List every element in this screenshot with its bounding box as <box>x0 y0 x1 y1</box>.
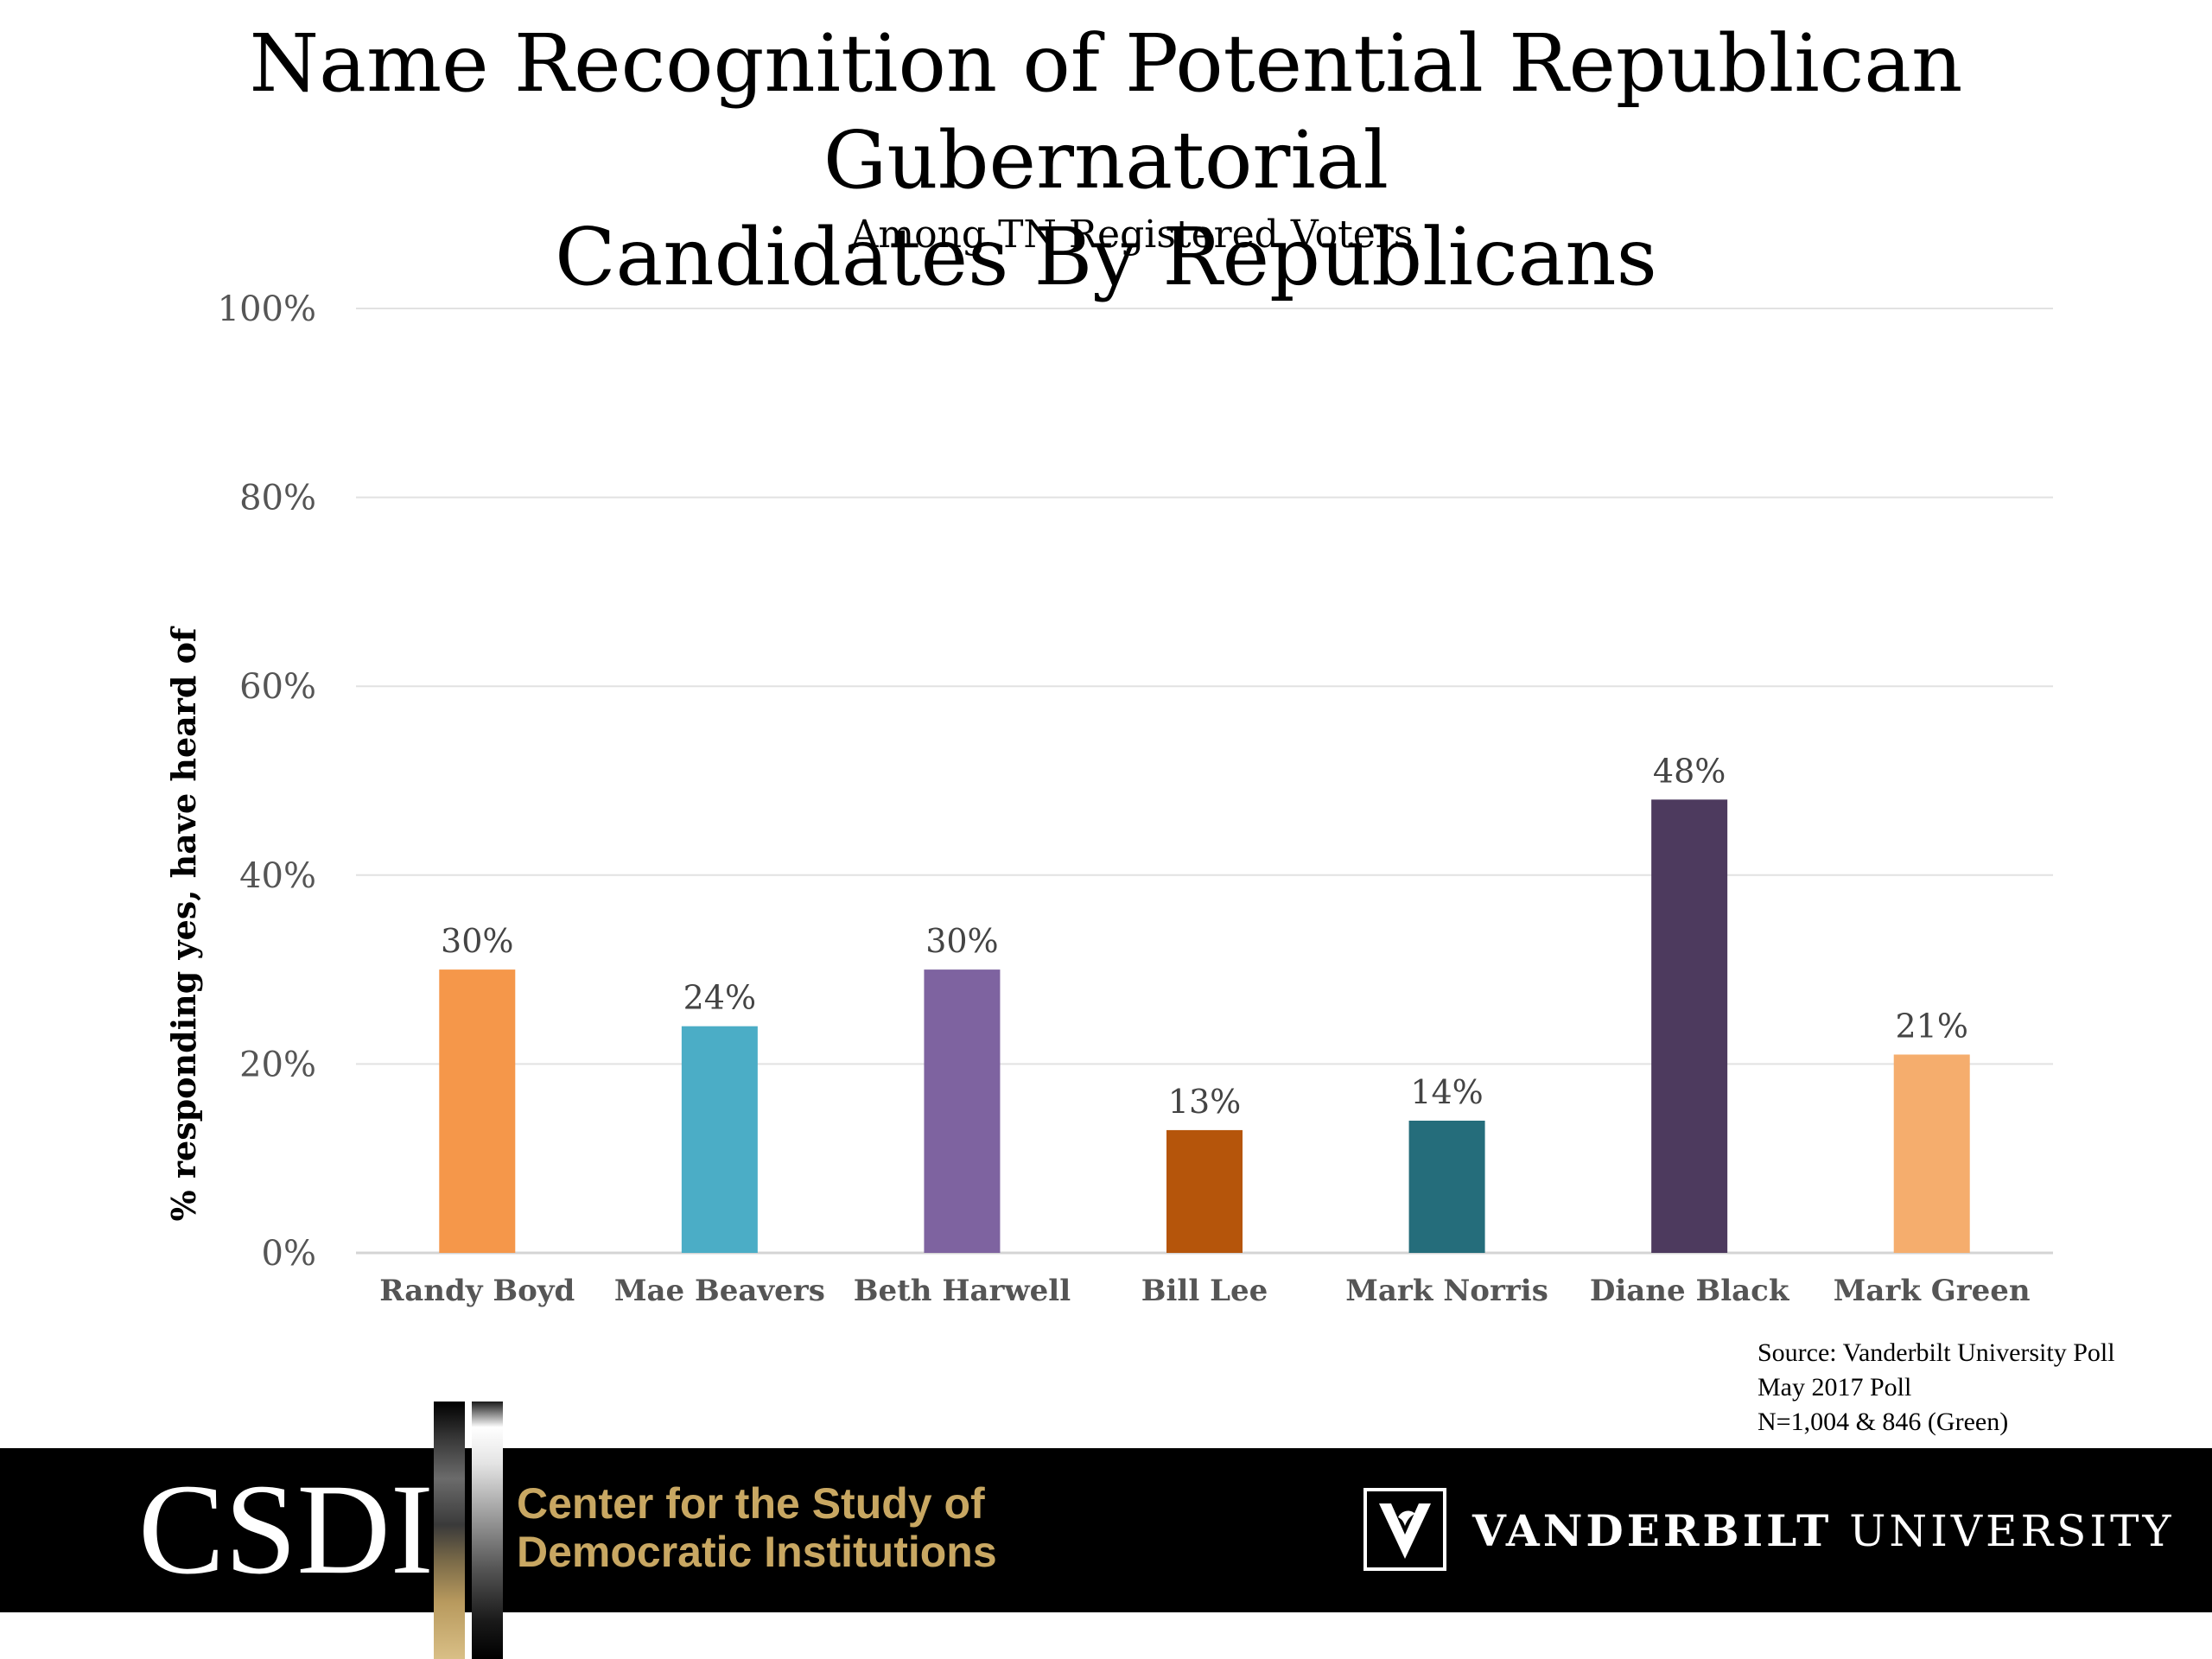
x-tick-label: Diane Black <box>1590 1274 1790 1308</box>
y-axis-ticks: 0% 20% 40% 60% 80% 100% <box>218 289 316 1274</box>
bar <box>681 1026 758 1253</box>
chart-title: Name Recognition of Potential Republican… <box>0 16 2212 306</box>
x-tick-label: Mae Beavers <box>614 1274 825 1308</box>
center-name-line1: Center for the Study of <box>517 1479 985 1528</box>
x-tick-label: Mark Green <box>1834 1274 2031 1308</box>
bar <box>439 969 516 1253</box>
logo-stripe-silver <box>472 1402 503 1659</box>
x-tick-label: Beth Harwell <box>854 1274 1071 1308</box>
vanderbilt-shield-icon <box>1363 1488 1446 1571</box>
data-label: 14% <box>1410 1073 1483 1111</box>
center-name: Center for the Study of Democratic Insti… <box>517 1479 997 1576</box>
data-label: 30% <box>925 922 998 960</box>
data-label: 30% <box>441 922 513 960</box>
y-tick-label: 60% <box>239 667 316 707</box>
chart-title-line2: Candidates By Republicans <box>555 211 1657 303</box>
oak-v-icon <box>1379 1503 1431 1559</box>
bar <box>1651 799 1728 1253</box>
x-axis-ticks: Randy Boyd Mae Beavers Beth Harwell Bill Le… <box>379 1274 2030 1308</box>
y-axis-label: % responding yes, have heard of <box>164 626 203 1221</box>
data-label: 48% <box>1653 752 1726 790</box>
vanderbilt-wordmark-light: UNIVERSITY <box>1832 1506 2175 1556</box>
chart-subtitle: Among TN Registered Voters <box>850 213 1414 257</box>
y-tick-label: 100% <box>218 289 316 329</box>
poll-date-line: May 2017 Poll <box>1758 1373 1912 1402</box>
logo-stripe-gold <box>434 1402 465 1659</box>
bar <box>1166 1129 1243 1253</box>
bar-chart: 0% 20% 40% 60% 80% 100% 30% 24% 30% 13% 14% 48% 21%… <box>164 289 2053 1308</box>
csdi-logo: CSDI <box>138 1458 434 1601</box>
y-tick-label: 40% <box>239 856 316 896</box>
bars <box>439 799 1970 1253</box>
footer-bar <box>0 1448 2212 1612</box>
source-line: Source: Vanderbilt University Poll <box>1758 1338 2115 1367</box>
data-label: 13% <box>1168 1083 1241 1121</box>
x-tick-label: Randy Boyd <box>379 1274 575 1308</box>
x-tick-label: Bill Lee <box>1141 1274 1268 1308</box>
y-tick-label: 20% <box>239 1045 316 1084</box>
sample-size-line: N=1,004 & 846 (Green) <box>1758 1408 2009 1436</box>
bar <box>924 969 1001 1253</box>
y-tick-label: 80% <box>239 479 316 518</box>
data-label: 21% <box>1895 1007 1967 1045</box>
data-label: 24% <box>683 979 756 1017</box>
vanderbilt-wordmark: VANDERBILT UNIVERSITY <box>1472 1505 2175 1556</box>
bar <box>1408 1120 1485 1253</box>
center-name-line2: Democratic Institutions <box>517 1528 997 1576</box>
bar <box>1893 1054 1970 1253</box>
y-tick-label: 0% <box>262 1234 316 1274</box>
chart-title-line1: Name Recognition of Potential Republican… <box>249 17 1963 207</box>
vanderbilt-wordmark-bold: VANDERBILT <box>1472 1505 1833 1556</box>
value-labels: 30% 24% 30% 13% 14% 48% 21% <box>441 752 1968 1121</box>
x-tick-label: Mark Norris <box>1345 1274 1548 1308</box>
source-note: Source: Vanderbilt University Poll May 2… <box>1758 1336 2115 1440</box>
